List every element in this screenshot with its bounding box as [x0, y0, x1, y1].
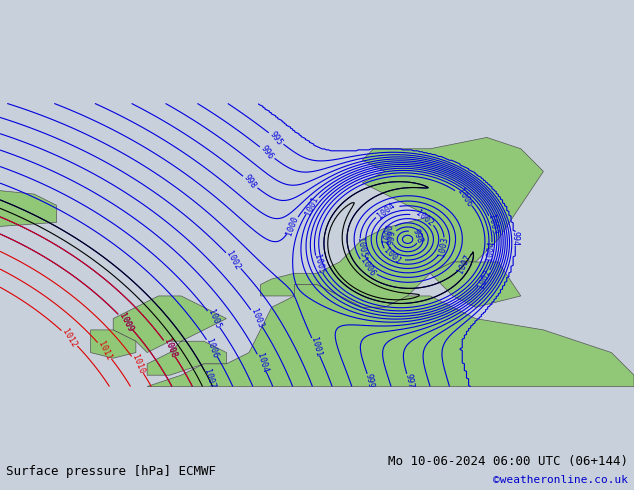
Text: 1012: 1012: [61, 327, 79, 349]
Text: 995: 995: [268, 130, 284, 147]
Text: 1004: 1004: [375, 201, 396, 220]
Text: 1003: 1003: [249, 307, 264, 329]
Text: 1004: 1004: [486, 241, 496, 262]
Text: 998: 998: [410, 227, 424, 245]
Text: 1008: 1008: [162, 338, 178, 360]
Text: 1010: 1010: [130, 354, 146, 376]
Polygon shape: [0, 188, 56, 228]
Text: 1005: 1005: [206, 308, 222, 330]
Polygon shape: [91, 330, 136, 358]
Text: 1005: 1005: [312, 254, 325, 275]
Text: 1000: 1000: [381, 223, 395, 245]
Text: 1001: 1001: [382, 246, 403, 266]
Polygon shape: [430, 262, 521, 307]
Text: 999: 999: [364, 372, 375, 389]
Text: 1003: 1003: [437, 236, 450, 257]
Text: 1000: 1000: [285, 215, 301, 236]
Text: 996: 996: [259, 144, 275, 161]
Text: 1007: 1007: [456, 253, 473, 275]
Text: 1002: 1002: [224, 250, 242, 271]
Text: 994: 994: [511, 231, 520, 246]
Polygon shape: [261, 138, 543, 307]
Text: 1002: 1002: [413, 208, 435, 228]
Text: Surface pressure [hPa] ECMWF: Surface pressure [hPa] ECMWF: [6, 465, 216, 478]
Polygon shape: [113, 296, 226, 375]
Polygon shape: [294, 290, 340, 318]
Text: 1009: 1009: [117, 311, 134, 333]
Text: ©weatheronline.co.uk: ©weatheronline.co.uk: [493, 475, 628, 485]
Text: 998: 998: [242, 173, 258, 191]
Text: 1006: 1006: [455, 187, 474, 209]
Text: 997: 997: [403, 373, 415, 389]
Text: 1006: 1006: [358, 256, 377, 278]
Text: 1001: 1001: [309, 336, 323, 358]
Polygon shape: [147, 285, 634, 387]
Text: 999: 999: [387, 230, 398, 245]
Text: 1006: 1006: [204, 337, 220, 359]
Text: 1009: 1009: [117, 311, 134, 333]
Text: 1008: 1008: [162, 338, 178, 360]
Text: 1011: 1011: [96, 340, 113, 362]
Text: 1003: 1003: [486, 214, 498, 235]
Text: 1004: 1004: [255, 352, 269, 374]
Text: 1005: 1005: [355, 237, 367, 258]
Text: 1002: 1002: [477, 268, 493, 290]
Text: 1007: 1007: [202, 368, 216, 390]
Text: Mo 10-06-2024 06:00 UTC (06+144): Mo 10-06-2024 06:00 UTC (06+144): [387, 455, 628, 468]
Text: 1001: 1001: [304, 195, 320, 217]
